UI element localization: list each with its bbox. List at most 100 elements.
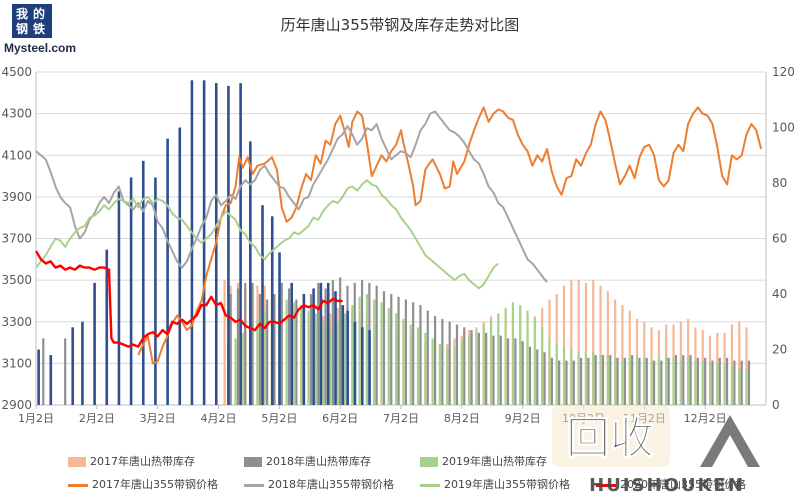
inventory-bar	[592, 352, 595, 405]
inventory-bar	[380, 302, 383, 405]
inventory-bar	[71, 327, 74, 405]
inventory-bar	[562, 346, 566, 405]
inventory-bar	[468, 335, 471, 405]
inventory-bar	[550, 357, 553, 405]
inventory-bar	[300, 305, 303, 405]
inventory-bar	[251, 282, 254, 405]
inventory-bar	[672, 357, 675, 405]
inventory-bar	[599, 285, 602, 405]
inventory-bar	[606, 355, 609, 405]
inventory-bar	[628, 357, 631, 405]
inventory-bar	[711, 360, 714, 405]
inventory-bar	[105, 249, 109, 405]
inventory-bar	[256, 318, 259, 405]
inventory-bar	[657, 357, 661, 405]
inventory-bar	[482, 324, 485, 405]
inventory-bar	[278, 252, 281, 405]
y-left-tick-label: 3500	[1, 273, 32, 287]
inventory-bar	[565, 360, 568, 405]
inventory-bar	[341, 305, 345, 405]
inventory-bar	[93, 282, 96, 405]
legend-bar-swatch	[244, 457, 262, 467]
inventory-bar	[402, 318, 405, 405]
inventory-bar	[730, 324, 734, 405]
inventory-bar	[536, 349, 539, 405]
inventory-bar	[368, 330, 371, 405]
inventory-bar	[570, 280, 573, 405]
inventory-bar	[621, 305, 624, 405]
watermark-logo-text: 回收	[566, 413, 654, 464]
inventory-bar	[117, 191, 121, 405]
logo-badge: 我 的 钢 铁	[12, 4, 52, 38]
inventory-bar	[358, 296, 361, 405]
inventory-bar	[572, 360, 575, 405]
inventory-bar	[129, 177, 133, 405]
legend-bar-swatch	[420, 457, 438, 467]
inventory-bar	[504, 307, 507, 405]
inventory-bar	[453, 346, 456, 405]
inventory-bar	[704, 357, 707, 405]
watermark-brand-text: HUISHOUKEN	[589, 475, 745, 496]
legend-item: 2019年唐山热带库存	[420, 453, 547, 469]
y-right-tick-label: 100	[772, 121, 795, 135]
inventory-bar	[747, 360, 751, 405]
inventory-bar	[477, 332, 480, 405]
y-left-tick-label: 4500	[1, 65, 32, 79]
y-right-tick-label: 40	[772, 287, 787, 301]
inventory-bar	[570, 349, 573, 405]
inventory-bar	[555, 343, 558, 405]
y-left-tick-label: 3700	[1, 232, 32, 246]
inventory-bar	[141, 160, 145, 405]
legend-bar-swatch	[68, 457, 86, 467]
inventory-bar	[592, 280, 595, 405]
inventory-bar	[665, 355, 668, 405]
inventory-bar	[584, 352, 588, 405]
inventory-bar	[326, 282, 330, 405]
mysteel-logo: 我 的 钢 铁 Mysteel.com	[4, 4, 84, 58]
inventory-bar	[623, 357, 626, 405]
legend-label: 2018年唐山355带钢价格	[268, 478, 394, 491]
inventory-bar	[497, 313, 500, 405]
inventory-bar	[37, 349, 40, 405]
inventory-bar	[295, 299, 298, 405]
inventory-bar	[290, 282, 293, 405]
inventory-bar	[652, 360, 656, 405]
inventory-bar	[635, 355, 639, 405]
inventory-bar	[280, 282, 283, 405]
inventory-bar	[312, 288, 315, 405]
inventory-bar	[319, 282, 323, 405]
inventory-bar	[239, 83, 242, 405]
inventory-bar	[650, 360, 653, 405]
inventory-bar	[716, 363, 719, 405]
legend-item: 2017年唐山热带库存	[68, 453, 195, 469]
inventory-bar	[190, 80, 194, 405]
inventory-bar	[674, 355, 678, 405]
inventory-bar	[244, 282, 247, 405]
inventory-bar	[489, 318, 493, 405]
inventory-bar	[438, 343, 442, 405]
y-right-tick-label: 60	[772, 232, 787, 246]
inventory-bar	[579, 357, 583, 405]
legend-line-swatch	[420, 483, 440, 487]
inventory-bar	[266, 299, 269, 405]
inventory-bar	[270, 216, 274, 405]
inventory-bar	[292, 302, 296, 405]
inventory-bar	[433, 316, 437, 405]
inventory-bar	[448, 321, 451, 405]
inventory-bar	[584, 282, 588, 405]
inventory-bar	[475, 330, 478, 405]
inventory-bar	[202, 80, 206, 405]
inventory-bar	[587, 357, 590, 405]
inventory-bar	[689, 355, 692, 405]
inventory-bar	[594, 355, 597, 405]
inventory-bar	[404, 299, 407, 405]
inventory-bar	[431, 338, 434, 405]
inventory-bar	[541, 327, 544, 405]
inventory-bar	[446, 349, 449, 405]
inventory-bar	[687, 357, 690, 405]
watermark-triangle-icon	[700, 415, 760, 467]
inventory-bar	[49, 355, 53, 405]
inventory-bar	[273, 294, 276, 405]
logo-char-3: 钢	[16, 22, 29, 36]
inventory-bar	[339, 277, 342, 405]
